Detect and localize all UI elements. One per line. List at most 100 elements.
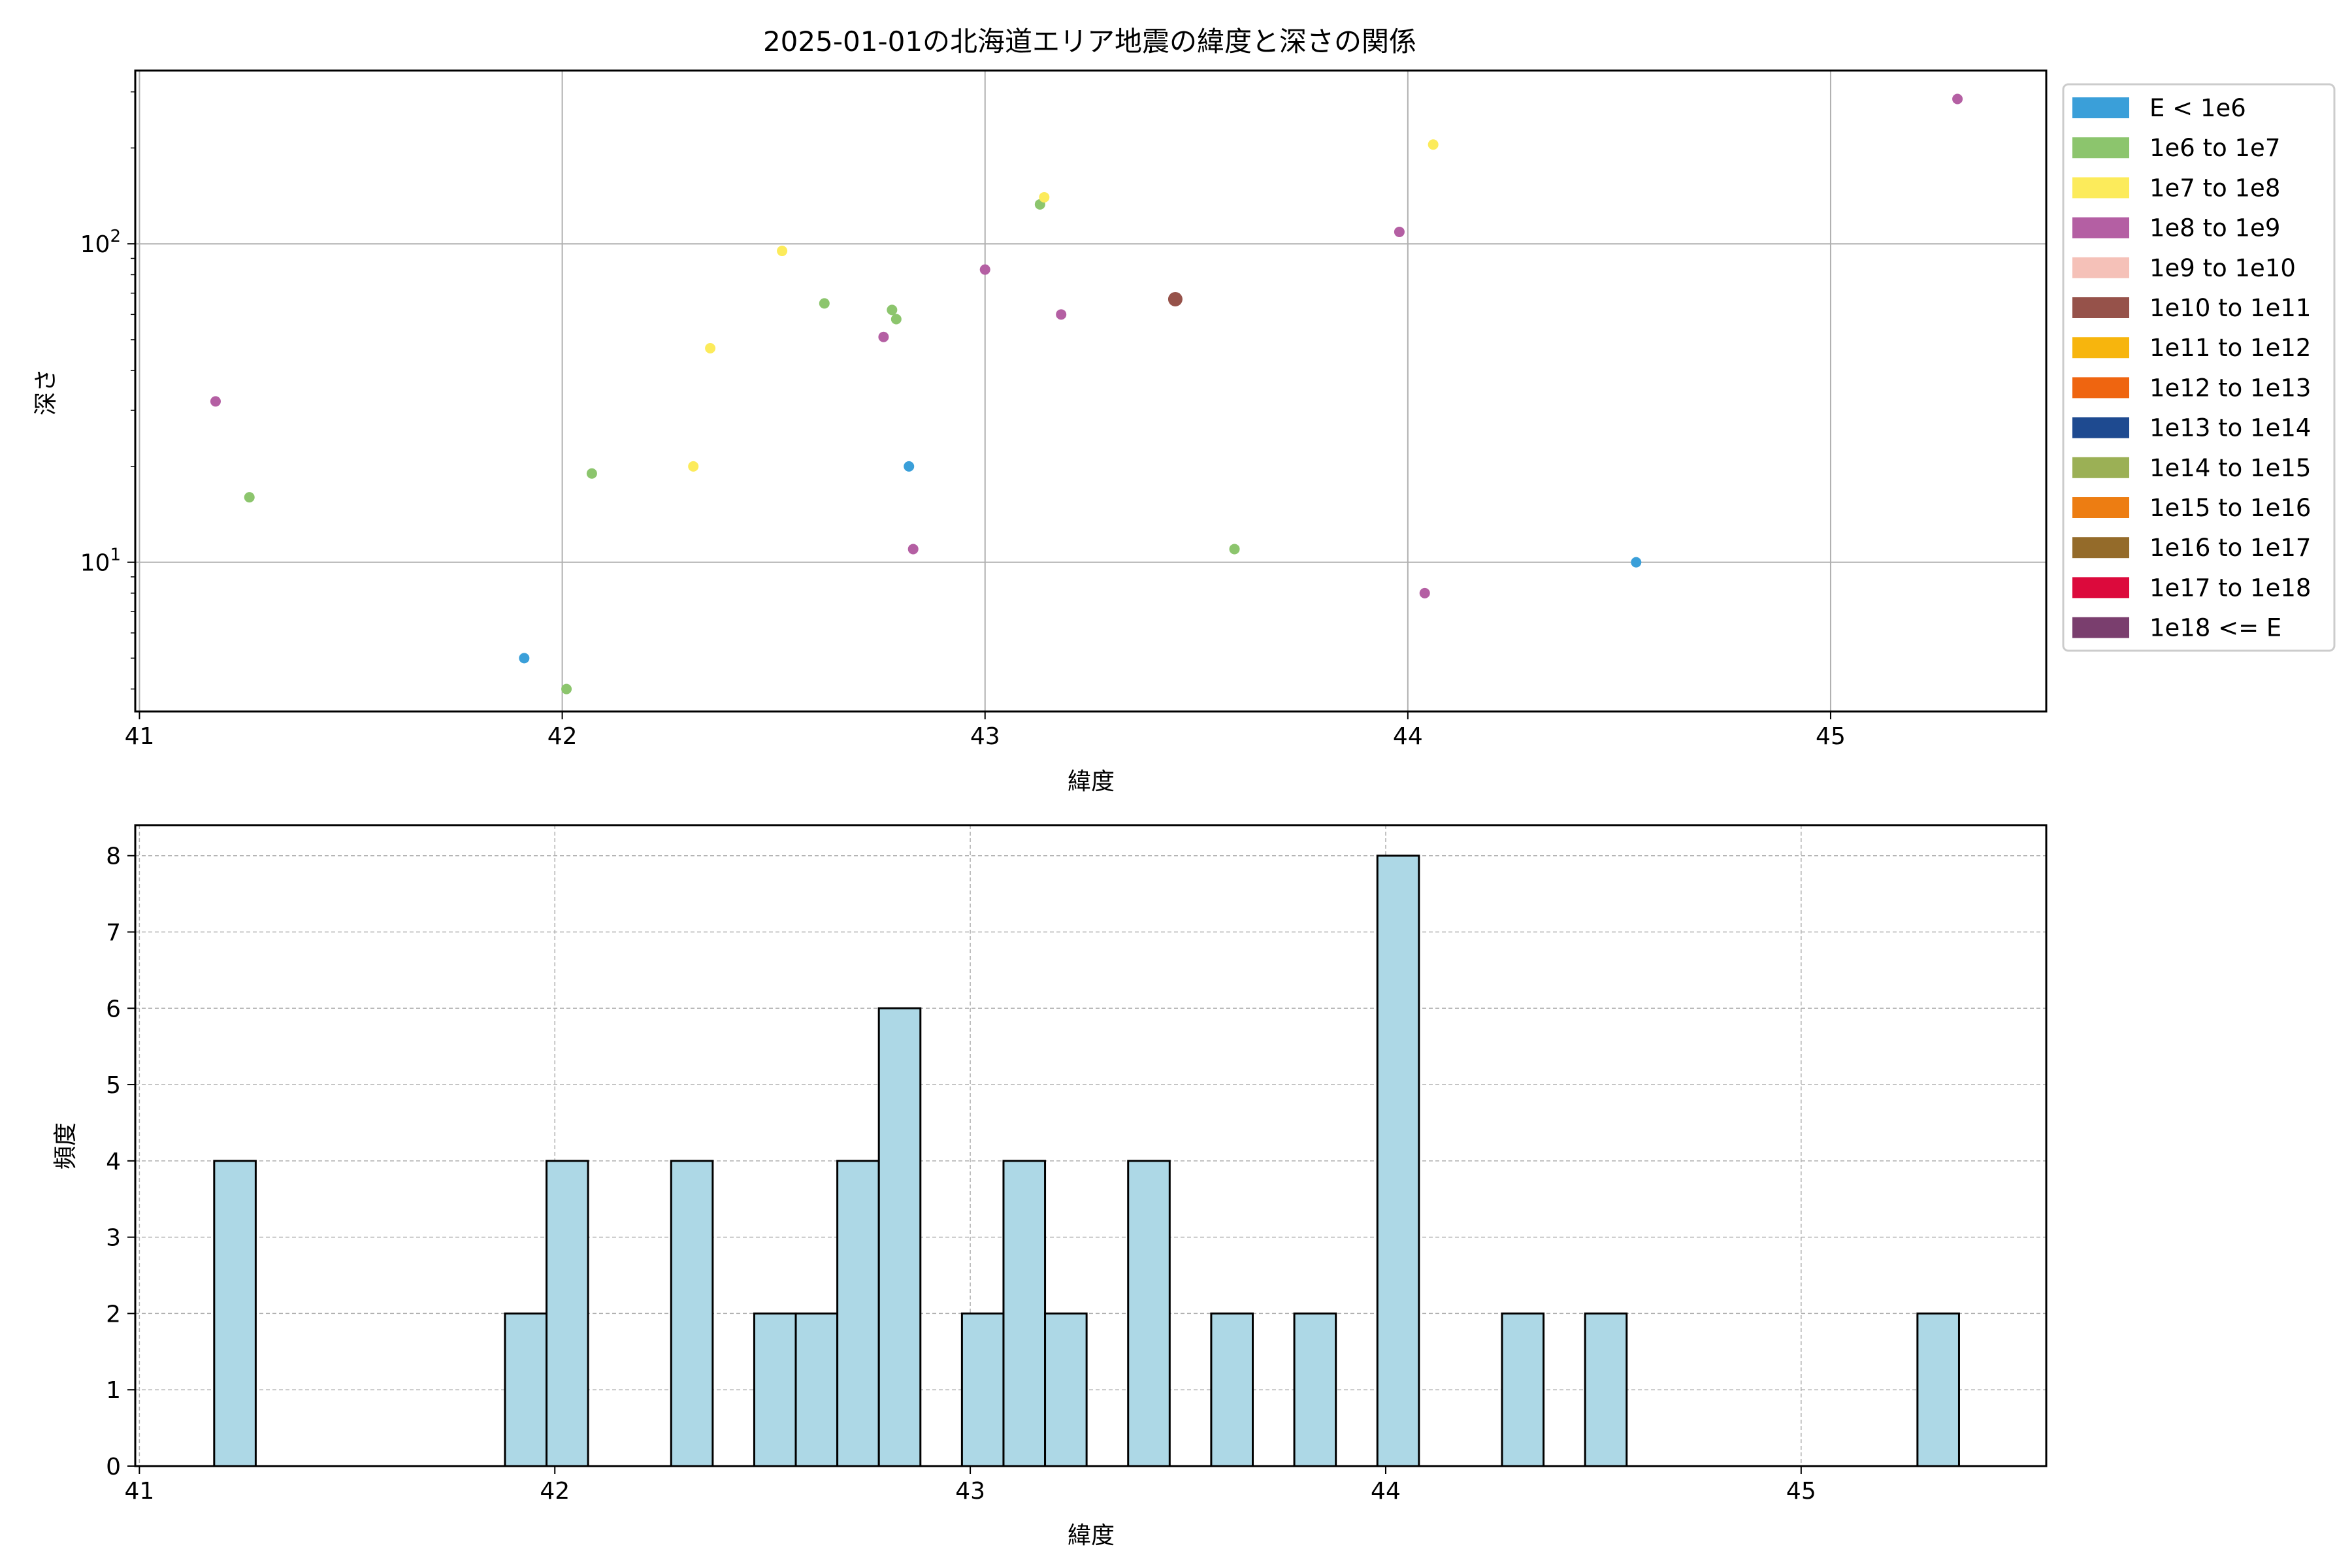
histogram-bar [1210, 1312, 1254, 1467]
x-tick-label: 44 [1371, 1478, 1401, 1505]
legend-swatch [2072, 297, 2129, 318]
x-tick-label: 43 [955, 1478, 985, 1505]
legend-items: E < 1e6 1e6 to 1e7 1e7 to 1e8 1e8 to 1e9 1e9… [2072, 94, 2311, 642]
scatter-point [1168, 291, 1183, 306]
legend-swatch [2072, 457, 2129, 478]
histogram-bar [670, 1160, 714, 1467]
scatter-point [586, 468, 597, 479]
legend-label: 1e6 to 1e7 [2149, 134, 2280, 162]
legend-swatch [2072, 97, 2129, 118]
histogram-grid [135, 825, 2046, 1467]
scatter-point [1631, 557, 1642, 568]
scatter-y-label: 深さ [33, 368, 59, 416]
y-tick-label: 2 [106, 1301, 121, 1328]
legend-label: E < 1e6 [2149, 94, 2246, 122]
y-tick-label: 1 [106, 1377, 121, 1404]
legend-swatch [2072, 137, 2129, 159]
scatter-x-ticks: 41 42 43 44 45 [125, 711, 1846, 750]
y-tick-label: 6 [106, 996, 121, 1022]
histogram-bar [1501, 1312, 1545, 1467]
scatter-point [210, 396, 221, 407]
y-tick-label: 8 [106, 843, 121, 870]
legend-label: 1e11 to 1e12 [2149, 334, 2311, 362]
histogram-bar [753, 1312, 797, 1467]
legend-label: 1e9 to 1e10 [2149, 254, 2296, 282]
scatter-point [1056, 309, 1067, 320]
scatter-point [688, 461, 699, 472]
legend-label: 1e15 to 1e16 [2149, 494, 2311, 522]
histogram-bar [213, 1160, 257, 1467]
legend-swatch [2072, 577, 2129, 598]
scatter-point [1419, 587, 1430, 598]
scatter-points [210, 93, 1963, 694]
histogram-bar [960, 1312, 1005, 1467]
histogram-bar [877, 1007, 922, 1467]
scatter-point [887, 304, 898, 316]
scatter-point [878, 331, 889, 342]
scatter-point [705, 343, 716, 354]
legend-swatch [2072, 417, 2129, 438]
legend-label: 1e7 to 1e8 [2149, 174, 2280, 202]
histogram-bar [1293, 1312, 1337, 1467]
y-tick-label: 101 [80, 546, 121, 577]
legend: E < 1e6 1e6 to 1e7 1e7 to 1e8 1e8 to 1e9 1e9… [2062, 83, 2336, 652]
histogram-bar [504, 1312, 548, 1467]
x-tick-label: 41 [125, 723, 155, 750]
legend-swatch [2072, 217, 2129, 238]
scatter-point [1229, 544, 1240, 555]
scatter-point [907, 544, 919, 555]
y-tick-label: 0 [106, 1454, 121, 1480]
scatter-point [777, 246, 788, 257]
legend-label: 1e14 to 1e15 [2149, 454, 2311, 482]
legend-label: 1e10 to 1e11 [2149, 294, 2311, 322]
x-tick-label: 44 [1393, 723, 1423, 750]
scatter-point [1039, 191, 1050, 203]
y-tick-label: 3 [106, 1225, 121, 1252]
scatter-point [890, 314, 902, 325]
legend-label: 1e17 to 1e18 [2149, 574, 2311, 602]
histogram-bar [1584, 1312, 1628, 1467]
legend-swatch [2072, 177, 2129, 199]
scatter-point [904, 461, 915, 472]
histogram-y-label: 頻度 [52, 1122, 79, 1169]
scatter-panel: 41 42 43 44 45 101 102 緯度 深さ [33, 69, 2048, 795]
legend-swatch [2072, 537, 2129, 559]
histogram-x-ticks: 41 42 43 44 45 [124, 1466, 1816, 1505]
legend-label: 1e8 to 1e9 [2149, 214, 2280, 242]
legend-swatch [2072, 257, 2129, 278]
histogram-bar [546, 1160, 589, 1467]
scatter-point [519, 653, 530, 664]
legend-label: 1e16 to 1e17 [2149, 534, 2311, 562]
x-tick-label: 41 [124, 1478, 154, 1505]
histogram-bar [1002, 1160, 1047, 1467]
y-tick-label: 102 [80, 227, 121, 258]
histogram-bar [794, 1312, 839, 1467]
x-tick-label: 43 [970, 723, 1000, 750]
x-tick-label: 45 [1786, 1478, 1816, 1505]
scatter-point [1952, 93, 1963, 105]
scatter-point [979, 264, 990, 275]
histogram-bar [836, 1160, 880, 1467]
scatter-point [561, 683, 572, 694]
x-tick-label: 42 [547, 723, 578, 750]
legend-swatch [2072, 617, 2129, 638]
legend-swatch [2072, 377, 2129, 399]
histogram-x-label: 緯度 [1068, 1522, 1115, 1549]
scatter-axes-frame [134, 69, 2048, 713]
y-tick-label: 5 [106, 1072, 121, 1099]
legend-label: 1e13 to 1e14 [2149, 414, 2311, 442]
legend-box [2062, 83, 2336, 652]
y-tick-label: 7 [106, 920, 121, 947]
legend-swatch [2072, 497, 2129, 518]
histogram-bar [1376, 855, 1420, 1467]
scatter-grid [135, 71, 2046, 711]
legend-label: 1e18 <= E [2149, 614, 2281, 642]
y-tick-label: 4 [106, 1149, 121, 1175]
histogram-axes-frame [134, 824, 2048, 1467]
scatter-x-label: 緯度 [1068, 768, 1115, 795]
scatter-point [1394, 226, 1405, 237]
histogram-y-ticks: 0 1 2 3 4 5 6 7 8 [106, 843, 135, 1480]
scatter-point [1428, 139, 1439, 150]
